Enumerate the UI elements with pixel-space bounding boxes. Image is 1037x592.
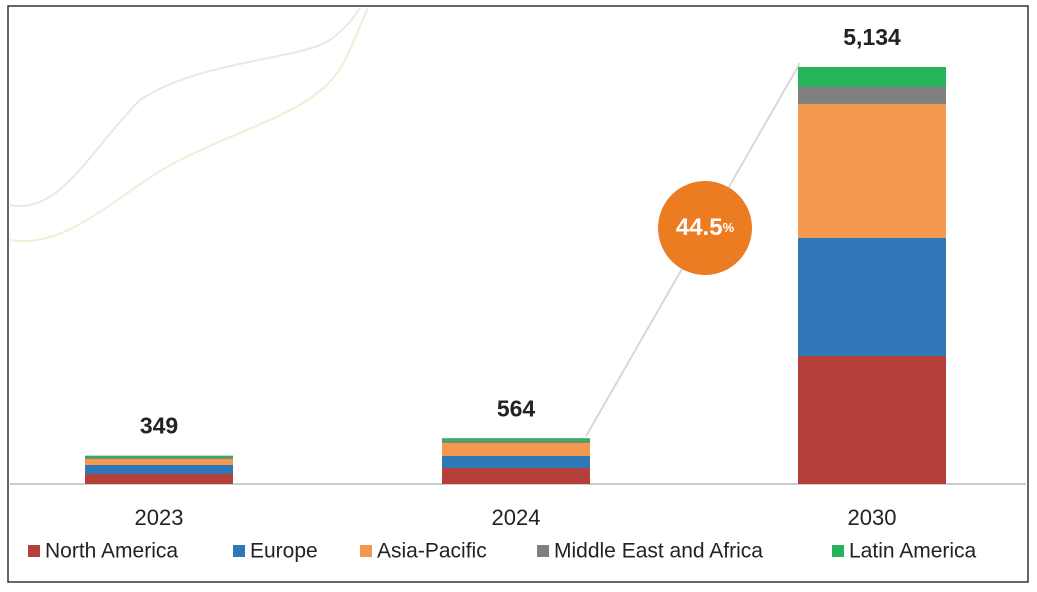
legend-swatch [233, 545, 245, 557]
bar-segment [442, 438, 590, 441]
bar-segment [85, 474, 233, 484]
decoration [9, 7, 369, 243]
legend-swatch [832, 545, 844, 557]
legend-label: Asia-Pacific [377, 540, 487, 563]
legend-swatch [28, 545, 40, 557]
bar-segment [798, 355, 946, 484]
total-label: 564 [497, 395, 536, 421]
bar-segment [442, 467, 590, 484]
legend-swatch [360, 545, 372, 557]
bar-segment [798, 67, 946, 87]
bar-segment [85, 464, 233, 475]
bar-segment [442, 440, 590, 443]
x-tick-label: 2030 [848, 505, 897, 530]
legend-label: North America [45, 540, 178, 563]
legend-label: Middle East and Africa [554, 540, 763, 563]
bar-segment [85, 455, 233, 458]
bar-segment [798, 103, 946, 238]
bar-segment [442, 442, 590, 456]
legend-label: Latin America [849, 540, 977, 563]
x-tick-label: 2023 [135, 505, 184, 530]
total-label: 5,134 [843, 24, 901, 50]
bar-segment [85, 457, 233, 459]
bar-segment [85, 458, 233, 465]
x-tick-label: 2024 [492, 505, 541, 530]
growth-label: 44.5% [676, 214, 735, 241]
legend-swatch [537, 545, 549, 557]
growth-unit: % [723, 220, 735, 235]
total-label: 349 [140, 413, 178, 439]
bar-segment [798, 86, 946, 104]
growth-bubble [658, 181, 752, 275]
growth-value: 44.5 [676, 214, 723, 241]
decoration [9, 7, 361, 208]
bar-segment [798, 237, 946, 356]
legend-label: Europe [250, 540, 318, 563]
bar-segment [442, 455, 590, 468]
